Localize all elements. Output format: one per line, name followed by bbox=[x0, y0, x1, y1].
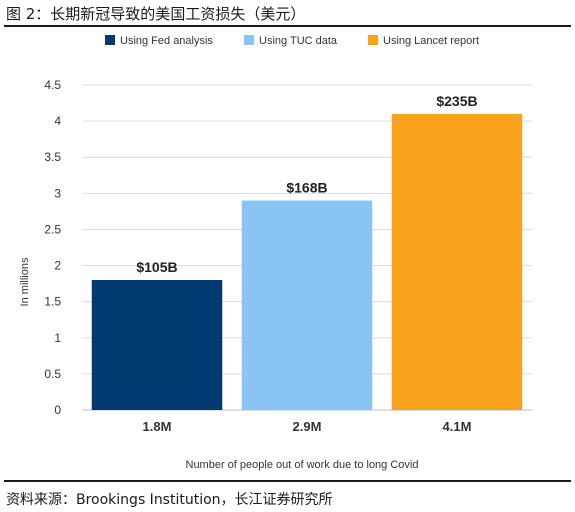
bar-4-1m bbox=[391, 113, 523, 410]
y-tick-label: 0 bbox=[54, 403, 61, 417]
x-tick-label: 4.1M bbox=[443, 419, 472, 434]
x-axis-label: Number of people out of work due to long… bbox=[186, 459, 419, 471]
legend-label: Using Lancet report bbox=[383, 35, 479, 47]
y-axis-label: In millions bbox=[19, 257, 31, 306]
legend: Using Fed analysis Using TUC data Using La… bbox=[105, 35, 479, 47]
legend-swatch bbox=[368, 35, 378, 45]
y-tick-label: 0.5 bbox=[44, 367, 61, 381]
data-labels: $105B $168B $235B bbox=[136, 93, 477, 275]
x-tick-label: 2.9M bbox=[293, 419, 322, 434]
figure-title: 图 2：长期新冠导致的美国工资损失（美元） bbox=[6, 5, 306, 23]
legend-label: Using Fed analysis bbox=[120, 35, 213, 47]
y-tick-label: 3.5 bbox=[44, 150, 61, 164]
bars bbox=[91, 113, 523, 410]
x-tick-label: 1.8M bbox=[143, 419, 172, 434]
source-rule bbox=[4, 480, 571, 482]
x-axis: 1.8M 2.9M 4.1M bbox=[143, 419, 472, 434]
bar-2-9m bbox=[241, 200, 373, 410]
y-tick-label: 1 bbox=[54, 331, 61, 345]
y-tick-label: 1.5 bbox=[44, 295, 61, 309]
data-label: $235B bbox=[436, 93, 477, 109]
y-tick-label: 4.5 bbox=[44, 78, 61, 92]
figure-source: 资料来源：Brookings Institution，长江证券研究所 bbox=[6, 492, 333, 508]
data-label: $105B bbox=[136, 259, 177, 275]
data-label: $168B bbox=[286, 180, 327, 196]
bar-chart: 0 0.5 1 1.5 2 2.5 3 3.5 4 4.5 $105B $168B $235B 1.8… bbox=[19, 35, 532, 471]
legend-swatch bbox=[244, 35, 254, 45]
y-tick-label: 3 bbox=[54, 186, 61, 200]
legend-label: Using TUC data bbox=[259, 35, 338, 47]
legend-swatch bbox=[105, 35, 115, 45]
y-axis: 0 0.5 1 1.5 2 2.5 3 3.5 4 4.5 bbox=[44, 78, 61, 417]
y-tick-label: 2.5 bbox=[44, 222, 61, 236]
y-tick-label: 2 bbox=[54, 259, 61, 273]
title-rule bbox=[4, 25, 571, 27]
y-tick-label: 4 bbox=[54, 114, 61, 128]
bar-1-8m bbox=[91, 280, 223, 410]
